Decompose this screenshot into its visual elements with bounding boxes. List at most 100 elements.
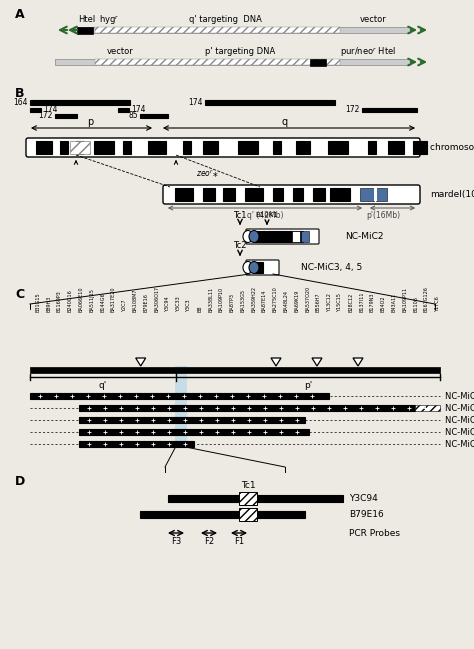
Text: q' targeting  DNA: q' targeting DNA [189, 16, 262, 25]
Bar [123, 141, 131, 154]
Text: B89H3: B89H3 [46, 296, 51, 312]
Bar [245, 188, 263, 201]
Bar [253, 262, 263, 273]
Text: vector: vector [107, 47, 133, 56]
Text: p' targeting DNA: p' targeting DNA [205, 47, 275, 56]
Ellipse shape [243, 262, 253, 273]
Bar [140, 511, 305, 518]
Text: 174: 174 [43, 106, 57, 114]
Text: F1: F1 [234, 537, 244, 546]
Text: mardel(10): mardel(10) [430, 190, 474, 199]
Text: BA109P10: BA109P10 [219, 287, 224, 312]
Text: BA108M7: BA108M7 [133, 289, 137, 312]
Text: BA275C10: BA275C10 [273, 286, 278, 312]
Bar [77, 27, 93, 34]
Bar [273, 188, 283, 201]
FancyBboxPatch shape [246, 260, 279, 275]
FancyBboxPatch shape [246, 229, 319, 244]
Text: NC-MiC4 (1.8Mb): NC-MiC4 (1.8Mb) [445, 428, 474, 437]
Text: BA338L11: BA338L11 [208, 287, 213, 312]
Text: B556H7: B556H7 [316, 293, 321, 312]
Bar [203, 188, 215, 201]
Bar [360, 188, 374, 201]
Text: NC-MiC3, 4, 5: NC-MiC3, 4, 5 [301, 263, 362, 272]
Bar [148, 141, 166, 154]
Bar [30, 100, 130, 105]
Text: 174: 174 [189, 98, 203, 107]
Bar [273, 141, 281, 154]
Text: 172: 172 [346, 106, 360, 114]
Bar [55, 114, 77, 118]
Bar [140, 114, 168, 118]
Bar [296, 141, 310, 154]
Polygon shape [136, 358, 146, 366]
Text: BA306O17: BA306O17 [154, 286, 159, 312]
Bar [205, 100, 335, 105]
Bar [330, 188, 350, 201]
Text: p: p [87, 117, 93, 127]
Text: Y2C7: Y2C7 [122, 299, 127, 312]
Text: chromosome 10: chromosome 10 [430, 143, 474, 152]
Text: q: q [282, 117, 288, 127]
Bar [174, 404, 187, 412]
Text: BA87E14: BA87E14 [262, 289, 267, 312]
Text: q': q' [99, 380, 107, 389]
Bar [94, 141, 114, 154]
Text: Y3C33: Y3C33 [176, 296, 181, 312]
Text: B43A11: B43A11 [392, 293, 396, 312]
Bar [30, 393, 329, 399]
Text: p'(16Mb): p'(16Mb) [366, 210, 400, 219]
Text: B179N3: B179N3 [370, 293, 375, 312]
Text: A: A [15, 8, 25, 21]
Text: BA48L24: BA48L24 [283, 290, 289, 312]
Text: BA87P3: BA87P3 [229, 293, 235, 312]
Text: NC-MiC3 (1.7Mb): NC-MiC3 (1.7Mb) [445, 415, 474, 424]
Text: Y3C94: Y3C94 [165, 297, 170, 312]
Text: B1106: B1106 [413, 296, 418, 312]
Text: Y3C3: Y3C3 [186, 299, 191, 312]
Bar [183, 141, 191, 154]
Bar [253, 231, 303, 242]
Bar [328, 141, 348, 154]
Text: NC-MiC2: NC-MiC2 [345, 232, 383, 241]
Text: zeo$^r$: zeo$^r$ [196, 167, 214, 179]
Bar [174, 366, 187, 448]
Bar [95, 27, 340, 33]
Polygon shape [271, 358, 281, 366]
Bar [168, 495, 343, 502]
Text: B79E16: B79E16 [143, 293, 148, 312]
Bar [239, 492, 257, 505]
Text: Tc2: Tc2 [233, 241, 247, 251]
Bar [118, 108, 129, 112]
Text: Htel: Htel [78, 16, 96, 25]
Text: F2: F2 [204, 537, 214, 546]
Text: B31G15: B31G15 [36, 293, 40, 312]
Text: BA066E10: BA066E10 [79, 286, 83, 312]
Text: B1169P3: B1169P3 [57, 290, 62, 312]
Text: Tc1: Tc1 [241, 480, 255, 489]
Text: BA153G5: BA153G5 [240, 289, 246, 312]
Text: Y15C15: Y15C15 [337, 293, 343, 312]
Text: 172: 172 [38, 112, 53, 121]
Text: B144G6: B144G6 [100, 293, 105, 312]
Bar [95, 59, 340, 65]
Text: *: * [213, 172, 218, 182]
Bar [368, 141, 376, 154]
Bar [301, 231, 309, 242]
Bar [223, 188, 235, 201]
Text: B28C12: B28C12 [348, 293, 353, 312]
Text: D: D [15, 475, 25, 488]
Bar [203, 141, 218, 154]
Bar [70, 141, 90, 154]
Text: BA537O20: BA537O20 [305, 286, 310, 312]
Bar [30, 367, 440, 373]
Text: Y17C6: Y17C6 [435, 296, 439, 312]
Bar [293, 188, 303, 201]
Text: F3: F3 [171, 537, 181, 546]
Text: PCR Probes: PCR Probes [349, 528, 400, 537]
Text: BA317E20: BA317E20 [111, 286, 116, 312]
Bar [362, 108, 417, 112]
Text: q' (42Mb): q' (42Mb) [247, 210, 283, 219]
Text: BA511J15: BA511J15 [89, 288, 94, 312]
Text: hyg$^r$: hyg$^r$ [99, 13, 119, 27]
